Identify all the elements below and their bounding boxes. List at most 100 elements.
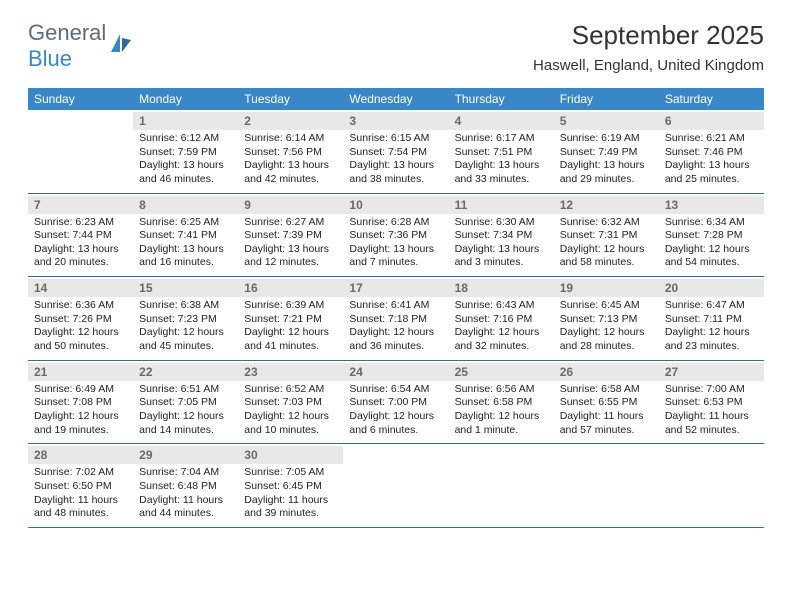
day-cell: [343, 444, 448, 527]
sunset-text: Sunset: 7:11 PM: [665, 313, 758, 327]
day-info: Sunrise: 6:38 AMSunset: 7:23 PMDaylight:…: [139, 299, 232, 354]
day-info: Sunrise: 6:56 AMSunset: 6:58 PMDaylight:…: [455, 383, 548, 438]
day-number: 20: [659, 279, 764, 297]
daylight-text: Daylight: 13 hours and 29 minutes.: [560, 159, 653, 186]
daylight-text: Daylight: 13 hours and 38 minutes.: [349, 159, 442, 186]
sunrise-text: Sunrise: 6:47 AM: [665, 299, 758, 313]
day-cell: 9Sunrise: 6:27 AMSunset: 7:39 PMDaylight…: [238, 194, 343, 277]
day-number: 8: [133, 196, 238, 214]
day-info: Sunrise: 6:52 AMSunset: 7:03 PMDaylight:…: [244, 383, 337, 438]
day-cell: 29Sunrise: 7:04 AMSunset: 6:48 PMDayligh…: [133, 444, 238, 527]
day-info: Sunrise: 6:25 AMSunset: 7:41 PMDaylight:…: [139, 216, 232, 271]
sunset-text: Sunset: 7:46 PM: [665, 146, 758, 160]
day-cell: 13 Sunrise: 6:34 AMSunset: 7:28 PMDayligh…: [659, 194, 764, 277]
dow-row: Sunday Monday Tuesday Wednesday Thursday…: [28, 88, 764, 110]
logo-word2: Blue: [28, 46, 72, 71]
daylight-text: Daylight: 11 hours and 44 minutes.: [139, 494, 232, 521]
day-cell: 3Sunrise: 6:15 AMSunset: 7:54 PMDaylight…: [343, 110, 448, 193]
day-cell: 12 Sunrise: 6:32 AMSunset: 7:31 PMDayligh…: [554, 194, 659, 277]
sunset-text: Sunset: 7:08 PM: [34, 396, 127, 410]
daylight-text: Daylight: 12 hours and 14 minutes.: [139, 410, 232, 437]
day-cell: 4Sunrise: 6:17 AMSunset: 7:51 PMDaylight…: [449, 110, 554, 193]
day-info: Sunrise: 6:34 AMSunset: 7:28 PMDaylight:…: [665, 216, 758, 271]
day-info: Sunrise: 6:32 AMSunset: 7:31 PMDaylight:…: [560, 216, 653, 271]
sunset-text: Sunset: 7:36 PM: [349, 229, 442, 243]
day-number: 4: [449, 112, 554, 130]
week-row: 7Sunrise: 6:23 AMSunset: 7:44 PMDaylight…: [28, 194, 764, 278]
sail-icon: [109, 32, 133, 60]
day-cell: 27Sunrise: 7:00 AMSunset: 6:53 PMDayligh…: [659, 361, 764, 444]
day-info: Sunrise: 7:00 AMSunset: 6:53 PMDaylight:…: [665, 383, 758, 438]
daylight-text: Daylight: 12 hours and 28 minutes.: [560, 326, 653, 353]
daylight-text: Daylight: 11 hours and 48 minutes.: [34, 494, 127, 521]
daylight-text: Daylight: 13 hours and 25 minutes.: [665, 159, 758, 186]
day-cell: [28, 110, 133, 193]
sunset-text: Sunset: 7:44 PM: [34, 229, 127, 243]
sunrise-text: Sunrise: 7:05 AM: [244, 466, 337, 480]
day-cell: [449, 444, 554, 527]
day-info: Sunrise: 6:14 AMSunset: 7:56 PMDaylight:…: [244, 132, 337, 187]
daylight-text: Daylight: 12 hours and 41 minutes.: [244, 326, 337, 353]
sunset-text: Sunset: 6:55 PM: [560, 396, 653, 410]
logo-text: General Blue: [28, 20, 106, 72]
sunset-text: Sunset: 6:53 PM: [665, 396, 758, 410]
sunset-text: Sunset: 7:23 PM: [139, 313, 232, 327]
day-cell: 5Sunrise: 6:19 AMSunset: 7:49 PMDaylight…: [554, 110, 659, 193]
day-cell: 23Sunrise: 6:52 AMSunset: 7:03 PMDayligh…: [238, 361, 343, 444]
day-number: 17: [343, 279, 448, 297]
day-info: Sunrise: 6:43 AMSunset: 7:16 PMDaylight:…: [455, 299, 548, 354]
sunset-text: Sunset: 7:31 PM: [560, 229, 653, 243]
day-cell: 26Sunrise: 6:58 AMSunset: 6:55 PMDayligh…: [554, 361, 659, 444]
sunset-text: Sunset: 7:28 PM: [665, 229, 758, 243]
sunset-text: Sunset: 7:18 PM: [349, 313, 442, 327]
daylight-text: Daylight: 13 hours and 20 minutes.: [34, 243, 127, 270]
day-cell: 14Sunrise: 6:36 AMSunset: 7:26 PMDayligh…: [28, 277, 133, 360]
logo-word1: General: [28, 20, 106, 45]
sunrise-text: Sunrise: 6:12 AM: [139, 132, 232, 146]
day-info: Sunrise: 6:41 AMSunset: 7:18 PMDaylight:…: [349, 299, 442, 354]
day-number: 12: [554, 196, 659, 214]
day-number: 18: [449, 279, 554, 297]
day-cell: 28Sunrise: 7:02 AMSunset: 6:50 PMDayligh…: [28, 444, 133, 527]
day-number: 13: [659, 196, 764, 214]
sunrise-text: Sunrise: 6:45 AM: [560, 299, 653, 313]
daylight-text: Daylight: 12 hours and 1 minute.: [455, 410, 548, 437]
title-block: September 2025 Haswell, England, United …: [533, 20, 764, 74]
day-number: 26: [554, 363, 659, 381]
day-cell: 22Sunrise: 6:51 AMSunset: 7:05 PMDayligh…: [133, 361, 238, 444]
sunrise-text: Sunrise: 6:56 AM: [455, 383, 548, 397]
sunrise-text: Sunrise: 6:36 AM: [34, 299, 127, 313]
day-info: Sunrise: 7:05 AMSunset: 6:45 PMDaylight:…: [244, 466, 337, 521]
daylight-text: Daylight: 12 hours and 36 minutes.: [349, 326, 442, 353]
day-cell: 24Sunrise: 6:54 AMSunset: 7:00 PMDayligh…: [343, 361, 448, 444]
sunset-text: Sunset: 7:56 PM: [244, 146, 337, 160]
daylight-text: Daylight: 13 hours and 7 minutes.: [349, 243, 442, 270]
day-info: Sunrise: 6:23 AMSunset: 7:44 PMDaylight:…: [34, 216, 127, 271]
sunset-text: Sunset: 6:48 PM: [139, 480, 232, 494]
sunrise-text: Sunrise: 6:49 AM: [34, 383, 127, 397]
week-row: 1Sunrise: 6:12 AMSunset: 7:59 PMDaylight…: [28, 110, 764, 194]
sunrise-text: Sunrise: 6:38 AM: [139, 299, 232, 313]
day-info: Sunrise: 6:39 AMSunset: 7:21 PMDaylight:…: [244, 299, 337, 354]
sunrise-text: Sunrise: 7:00 AM: [665, 383, 758, 397]
day-number: 3: [343, 112, 448, 130]
week-row: 28Sunrise: 7:02 AMSunset: 6:50 PMDayligh…: [28, 444, 764, 528]
sunset-text: Sunset: 7:59 PM: [139, 146, 232, 160]
day-number: 21: [28, 363, 133, 381]
sunset-text: Sunset: 7:05 PM: [139, 396, 232, 410]
daylight-text: Daylight: 11 hours and 57 minutes.: [560, 410, 653, 437]
daylight-text: Daylight: 12 hours and 58 minutes.: [560, 243, 653, 270]
sunset-text: Sunset: 6:45 PM: [244, 480, 337, 494]
sunrise-text: Sunrise: 6:19 AM: [560, 132, 653, 146]
dow-sat: Saturday: [659, 88, 764, 110]
daylight-text: Daylight: 12 hours and 54 minutes.: [665, 243, 758, 270]
day-info: Sunrise: 6:51 AMSunset: 7:05 PMDaylight:…: [139, 383, 232, 438]
day-number: 28: [28, 446, 133, 464]
day-cell: 16Sunrise: 6:39 AMSunset: 7:21 PMDayligh…: [238, 277, 343, 360]
day-info: Sunrise: 6:54 AMSunset: 7:00 PMDaylight:…: [349, 383, 442, 438]
sunrise-text: Sunrise: 7:02 AM: [34, 466, 127, 480]
sunset-text: Sunset: 7:13 PM: [560, 313, 653, 327]
weeks-container: 1Sunrise: 6:12 AMSunset: 7:59 PMDaylight…: [28, 110, 764, 528]
day-cell: 18 Sunrise: 6:43 AMSunset: 7:16 PMDayligh…: [449, 277, 554, 360]
sunrise-text: Sunrise: 7:04 AM: [139, 466, 232, 480]
